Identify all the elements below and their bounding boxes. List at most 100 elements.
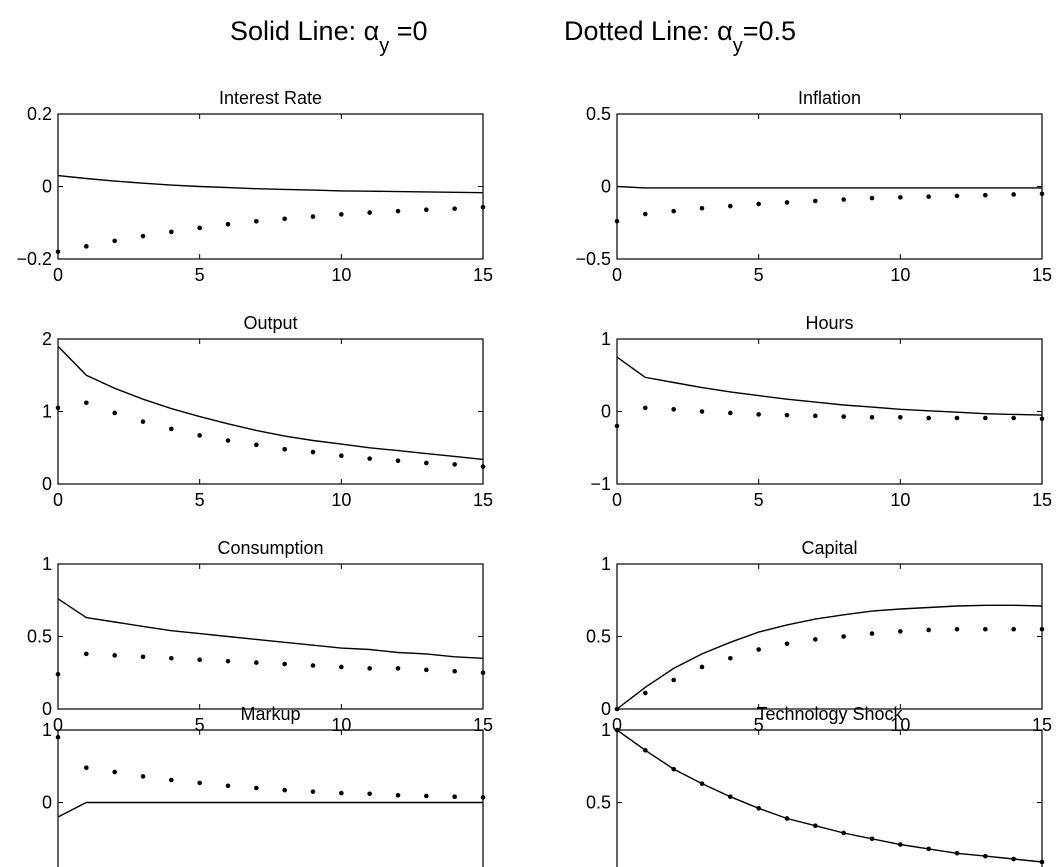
hours-dotted-point: [926, 416, 931, 421]
inflation-dotted-point: [1011, 192, 1016, 197]
hours-dotted-point: [785, 413, 790, 418]
hours-dotted-point: [756, 412, 761, 417]
consumption-ytick-label: 1: [42, 554, 52, 574]
inflation-xtick-label: 0: [612, 265, 622, 285]
inflation-dotted-point: [926, 194, 931, 199]
technology-shock-dotted-point: [926, 847, 931, 852]
capital-dotted-point: [756, 647, 761, 652]
consumption-dotted-point: [169, 656, 174, 661]
consumption-ytick-label: 0: [42, 699, 52, 719]
interest-rate-solid-line: [58, 176, 483, 193]
markup-dotted-point: [254, 786, 259, 791]
consumption-dotted-point: [197, 657, 202, 662]
hours-dotted-point: [813, 414, 818, 419]
inflation-dotted-point: [813, 199, 818, 204]
consumption-dotted-point: [424, 668, 429, 673]
capital-dotted-point: [728, 656, 733, 661]
output-dotted-point: [282, 447, 287, 452]
inflation-solid-line: [617, 187, 1042, 188]
hours-dotted-point: [671, 407, 676, 412]
hours-xtick-label: 15: [1032, 490, 1052, 510]
output-xtick-label: 15: [473, 490, 493, 510]
hours-dotted-point: [1011, 416, 1016, 421]
inflation-dotted-point: [955, 194, 960, 199]
hours-dotted-point: [955, 416, 960, 421]
solid-line-legend: Solid Line: αy =0: [230, 16, 428, 57]
output-xtick-label: 0: [53, 490, 63, 510]
markup-ytick-label: 0: [42, 793, 52, 813]
hours-dotted-point: [700, 409, 705, 414]
inflation-dotted-point: [671, 209, 676, 214]
interest-rate-dotted-point: [197, 226, 202, 231]
hours-xtick-label: 5: [754, 490, 764, 510]
interest-rate-axes-box: [58, 114, 483, 259]
capital-dotted-point: [643, 691, 648, 696]
markup-ytick-label: 1: [42, 720, 52, 740]
markup-dotted-point: [226, 784, 231, 789]
inflation-ytick-label: 0: [601, 177, 611, 197]
markup-dotted-point: [311, 789, 316, 794]
interest-rate-dotted-point: [282, 216, 287, 221]
markup-axes-box: [58, 730, 483, 867]
capital-dotted-point: [955, 627, 960, 632]
hours-xtick-label: 0: [612, 490, 622, 510]
technology-shock-dotted-point: [870, 836, 875, 841]
capital-dotted-point: [1040, 627, 1045, 632]
consumption-dotted-point: [367, 666, 372, 671]
inflation-dotted-point: [700, 206, 705, 211]
capital-ytick-label: 0.5: [586, 627, 611, 647]
output-dotted-point: [424, 461, 429, 466]
interest-rate-dotted-point: [339, 212, 344, 217]
output-dotted-point: [84, 401, 89, 406]
technology-shock-dotted-point: [785, 816, 790, 821]
technology-shock-dotted-point: [983, 854, 988, 859]
capital-dotted-point: [785, 641, 790, 646]
consumption-dotted-point: [481, 670, 486, 675]
consumption-dotted-point: [84, 652, 89, 657]
interest-rate-ytick-label: −0.2: [16, 249, 52, 269]
capital-dotted-point: [870, 631, 875, 636]
consumption-dotted-point: [282, 662, 287, 667]
output-dotted-point: [254, 443, 259, 448]
interest-rate-xtick-label: 5: [195, 265, 205, 285]
capital-dotted-point: [926, 628, 931, 633]
inflation-axes-box: [617, 114, 1042, 259]
technology-shock-dotted-point: [700, 781, 705, 786]
inflation-dotted-point: [870, 196, 875, 201]
consumption-title: Consumption: [217, 538, 323, 558]
technology-shock-dotted-point: [671, 767, 676, 772]
hours-dotted-point: [870, 415, 875, 420]
inflation-dotted-point: [983, 193, 988, 198]
inflation-xtick-label: 15: [1032, 265, 1052, 285]
interest-rate-ytick-label: 0: [42, 177, 52, 197]
output-dotted-point: [452, 462, 457, 467]
capital-dotted-point: [813, 637, 818, 642]
interest-rate-dotted-point: [141, 234, 146, 239]
interest-rate-dotted-point: [481, 205, 486, 210]
technology-shock-dotted-point: [728, 794, 733, 799]
capital-ytick-label: 0: [601, 699, 611, 719]
interest-rate-dotted-point: [56, 249, 61, 254]
technology-shock-dotted-point: [615, 728, 620, 733]
interest-rate-dotted-point: [396, 209, 401, 214]
hours-dotted-point: [643, 406, 648, 411]
interest-rate-dotted-point: [367, 210, 372, 215]
hours-axes-box: [617, 339, 1042, 484]
output-title: Output: [243, 313, 297, 333]
interest-rate-dotted-point: [424, 207, 429, 212]
technology-shock-dotted-point: [1040, 860, 1045, 865]
inflation-dotted-point: [643, 212, 648, 217]
interest-rate-xtick-label: 10: [331, 265, 351, 285]
markup-solid-line: [58, 803, 483, 818]
output-dotted-point: [339, 453, 344, 458]
markup-dotted-point: [367, 792, 372, 797]
inflation-dotted-point: [898, 195, 903, 200]
output-dotted-point: [396, 459, 401, 464]
hours-ytick-label: −1: [590, 474, 611, 494]
output-ytick-label: 0: [42, 474, 52, 494]
dotted-line-legend: Dotted Line: αy=0.5: [564, 16, 796, 57]
consumption-dotted-point: [226, 659, 231, 664]
hours-ytick-label: 1: [601, 329, 611, 349]
